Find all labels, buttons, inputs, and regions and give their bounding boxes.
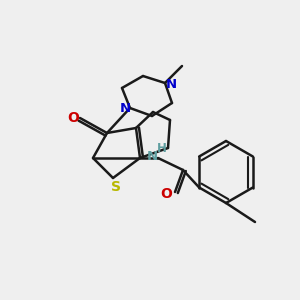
- Text: H: H: [157, 142, 167, 154]
- Text: N: N: [146, 151, 158, 164]
- Text: N: N: [119, 103, 130, 116]
- Text: N: N: [165, 77, 177, 91]
- Text: O: O: [67, 111, 79, 125]
- Text: S: S: [111, 180, 121, 194]
- Text: O: O: [160, 187, 172, 201]
